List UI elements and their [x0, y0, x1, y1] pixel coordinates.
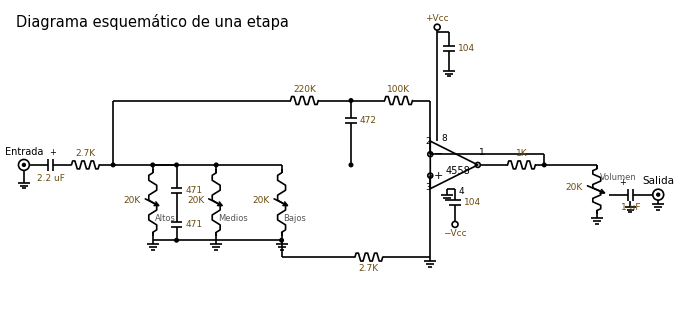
Text: Volumen: Volumen: [600, 173, 637, 182]
Text: Altos: Altos: [155, 214, 176, 223]
Text: 2.7K: 2.7K: [359, 264, 379, 273]
Text: Medios: Medios: [218, 214, 248, 223]
Text: +: +: [619, 178, 626, 187]
Text: 1 uF: 1 uF: [621, 203, 640, 212]
Circle shape: [151, 163, 154, 167]
Text: −Vcc: −Vcc: [443, 229, 467, 238]
Text: 2: 2: [425, 137, 431, 146]
Text: 220K: 220K: [293, 85, 316, 94]
Text: 104: 104: [464, 198, 481, 207]
Text: 8: 8: [441, 134, 447, 143]
Text: Diagrama esquemático de una etapa: Diagrama esquemático de una etapa: [16, 14, 289, 30]
Text: 20K: 20K: [566, 183, 583, 192]
Circle shape: [543, 163, 546, 167]
Circle shape: [111, 163, 115, 167]
Text: 20K: 20K: [252, 196, 270, 205]
Text: 472: 472: [360, 116, 377, 125]
Text: −: −: [434, 149, 443, 159]
Text: 104: 104: [458, 44, 475, 54]
Text: 4558: 4558: [446, 166, 471, 176]
Text: 20K: 20K: [123, 196, 141, 205]
Text: Bajos: Bajos: [283, 214, 307, 223]
Text: 20K: 20K: [187, 196, 204, 205]
Circle shape: [175, 239, 178, 242]
Text: 2.2 uF: 2.2 uF: [37, 174, 64, 183]
Circle shape: [215, 163, 218, 167]
Text: 100K: 100K: [387, 85, 410, 94]
Text: 4: 4: [459, 187, 464, 196]
Circle shape: [657, 193, 660, 196]
Text: Entrada: Entrada: [5, 147, 43, 157]
Text: Salida: Salida: [642, 176, 674, 186]
Text: +Vcc: +Vcc: [425, 14, 449, 23]
Text: 1: 1: [479, 148, 484, 157]
Text: 2.7K: 2.7K: [75, 149, 95, 158]
Text: 471: 471: [185, 220, 202, 229]
Circle shape: [175, 163, 178, 167]
Circle shape: [349, 99, 353, 102]
Text: +: +: [49, 148, 56, 157]
Text: 1K: 1K: [516, 149, 528, 158]
Circle shape: [23, 163, 25, 167]
Circle shape: [349, 163, 353, 167]
Circle shape: [280, 239, 283, 242]
Text: +: +: [434, 171, 443, 181]
Text: 471: 471: [185, 186, 202, 195]
Text: 3: 3: [425, 182, 431, 192]
